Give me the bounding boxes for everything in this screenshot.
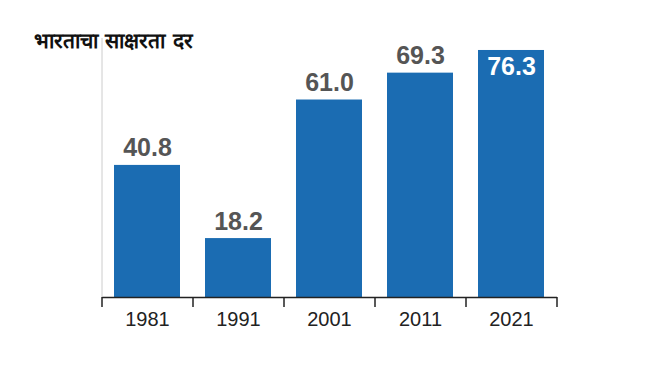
svg-text:18.2: 18.2 (214, 207, 263, 235)
svg-text:1981: 1981 (125, 308, 170, 330)
html-text:भारताचा साक्षरता दर: भारताचा साक्षरता दर (34, 29, 193, 53)
svg-text:61.0: 61.0 (305, 68, 354, 96)
svg-text:2021: 2021 (489, 308, 534, 330)
svg-text:2011: 2011 (399, 308, 442, 330)
svg-text:1991: 1991 (216, 308, 261, 330)
svg-text:76.3: 76.3 (487, 52, 536, 80)
svg-text:2001: 2001 (307, 308, 352, 330)
svg-text:69.3: 69.3 (396, 41, 445, 69)
svg-text:40.8: 40.8 (123, 133, 172, 161)
